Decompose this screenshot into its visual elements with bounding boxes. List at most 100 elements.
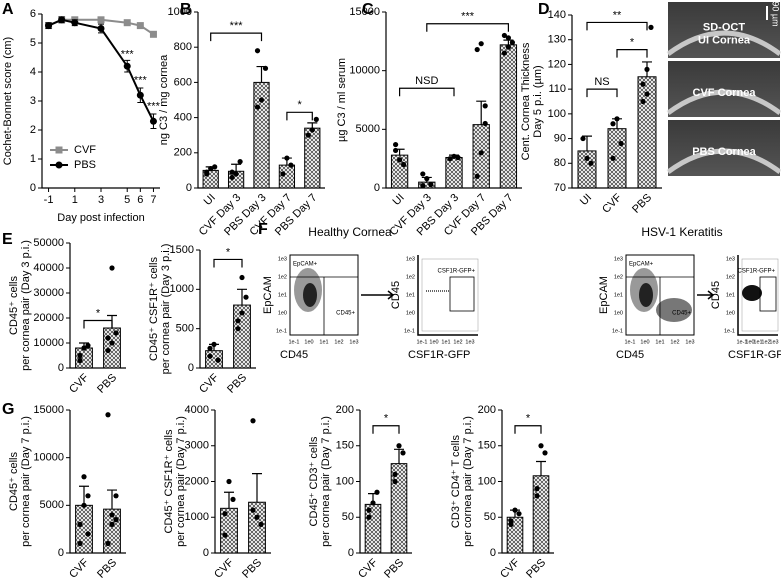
y-tick-label: 0 bbox=[30, 182, 36, 194]
significance: * bbox=[297, 99, 302, 111]
y-tick-label: 200 bbox=[478, 404, 496, 416]
x-tick-label: PBS bbox=[225, 372, 249, 396]
data-point bbox=[508, 521, 514, 528]
data-point bbox=[516, 511, 522, 517]
y-tick-label: 600 bbox=[174, 76, 192, 88]
data-point bbox=[534, 493, 540, 499]
flow-axis-label: EpCAM bbox=[262, 276, 274, 314]
y-axis-label: Corneal sensation threshold bbox=[0, 33, 2, 170]
y-axis-label: per cornea pair (Day 7 p.i.) bbox=[175, 416, 187, 547]
data-point bbox=[424, 176, 430, 182]
error-bar bbox=[476, 100, 487, 125]
point bbox=[136, 91, 144, 99]
data-point bbox=[258, 97, 265, 103]
y-tick-label: 50000 bbox=[33, 237, 64, 249]
y-axis-label: CD45⁺ CSF1R⁺ cells bbox=[163, 429, 175, 533]
data-point bbox=[509, 39, 515, 46]
gate-label: EpCAM+ bbox=[629, 262, 654, 268]
data-point bbox=[109, 521, 115, 528]
panel-label: D bbox=[538, 1, 550, 18]
data-point bbox=[105, 540, 111, 547]
x-tick-label: CVF bbox=[356, 556, 380, 580]
y-axis-label: per cornea pair (Day 7 p.i.) bbox=[20, 416, 32, 547]
flow-tick: 1e3 bbox=[614, 256, 623, 262]
data-point bbox=[610, 121, 616, 127]
significance: ** bbox=[613, 9, 622, 21]
flow-arrow bbox=[697, 290, 715, 300]
y-tick-label: 120 bbox=[548, 58, 566, 70]
y-tick-label: 500 bbox=[176, 323, 194, 335]
error-bar bbox=[237, 288, 247, 306]
data-point bbox=[211, 341, 217, 347]
point bbox=[97, 16, 105, 24]
data-point bbox=[77, 352, 83, 359]
bar bbox=[75, 504, 93, 554]
x-tick-label: 6 bbox=[137, 194, 143, 206]
y-tick-label: 1 bbox=[30, 153, 36, 165]
bracket bbox=[426, 23, 509, 32]
y-tick-label: 4000 bbox=[185, 404, 209, 416]
gate-label: EpCAM+ bbox=[293, 262, 318, 268]
data-point bbox=[109, 340, 115, 346]
data-point bbox=[105, 412, 111, 418]
gate-box bbox=[759, 276, 777, 312]
x-tick-label: UI bbox=[391, 192, 407, 208]
x-tick-label: 1 bbox=[72, 194, 78, 206]
y-tick-label: 0 bbox=[186, 182, 192, 194]
gate-label: CSF1R-GFP+ bbox=[437, 269, 475, 275]
significance: *** bbox=[134, 75, 148, 87]
data-point bbox=[478, 41, 484, 47]
y-axis-label: CD3⁺ CD4⁺ T cells bbox=[450, 434, 462, 528]
x-tick-label: PBS bbox=[95, 557, 119, 581]
x-tick-label: 3 bbox=[98, 194, 104, 206]
y-tick-label: 150 bbox=[336, 440, 354, 452]
flow-tick: 1e0 bbox=[406, 310, 415, 316]
data-point bbox=[258, 521, 264, 528]
data-point bbox=[640, 98, 646, 105]
flow-tick: 1e0 bbox=[614, 310, 623, 316]
bracket bbox=[586, 88, 618, 98]
data-point bbox=[309, 127, 315, 133]
flow-tick: 1e2 bbox=[453, 339, 462, 345]
y-tick-label: 1000 bbox=[185, 511, 209, 523]
oct-cornea bbox=[666, 89, 781, 116]
bar bbox=[499, 44, 518, 189]
data-point bbox=[644, 91, 650, 97]
y-axis-label: CD45⁺ cells bbox=[8, 276, 20, 335]
point bbox=[123, 19, 131, 27]
flow-tick: 1e-1 bbox=[736, 339, 747, 345]
point bbox=[58, 16, 66, 24]
y-tick-label: 70 bbox=[554, 182, 566, 194]
bar bbox=[75, 347, 93, 369]
data-point bbox=[482, 103, 488, 109]
x-tick-label: PBS bbox=[630, 192, 654, 216]
data-point bbox=[207, 345, 213, 351]
y-tick-label: 200 bbox=[336, 404, 354, 416]
data-point bbox=[105, 335, 111, 341]
flow-axes bbox=[417, 255, 478, 336]
legend-marker bbox=[55, 146, 63, 154]
gate-label: CD45+ bbox=[672, 311, 691, 317]
oct-cornea bbox=[666, 148, 781, 175]
bracket bbox=[210, 32, 263, 42]
flow-tick: 1e0 bbox=[304, 339, 313, 345]
error-bar bbox=[394, 448, 404, 464]
significance: *** bbox=[461, 11, 475, 23]
data-point bbox=[109, 512, 115, 518]
y-axis-label: per cornea pair (Day 3 p.i.) bbox=[20, 240, 32, 371]
point bbox=[149, 117, 157, 125]
flow-tick: 1e0 bbox=[278, 310, 287, 316]
data-point bbox=[512, 507, 518, 513]
flow-tick: 1e-1 bbox=[404, 328, 415, 334]
y-tick-label: 140 bbox=[548, 9, 566, 21]
y-tick-label: 10000 bbox=[33, 337, 64, 349]
significance: * bbox=[630, 37, 635, 49]
y-axis-label: ng C3 / mg cornea bbox=[158, 54, 170, 145]
gate-box bbox=[449, 276, 475, 312]
data-point bbox=[204, 171, 210, 177]
bar bbox=[278, 164, 296, 189]
y-tick-label: 15000 bbox=[349, 6, 380, 18]
flow-tick: 1e-1 bbox=[612, 328, 623, 334]
data-point bbox=[305, 132, 311, 138]
bracket bbox=[399, 87, 455, 97]
